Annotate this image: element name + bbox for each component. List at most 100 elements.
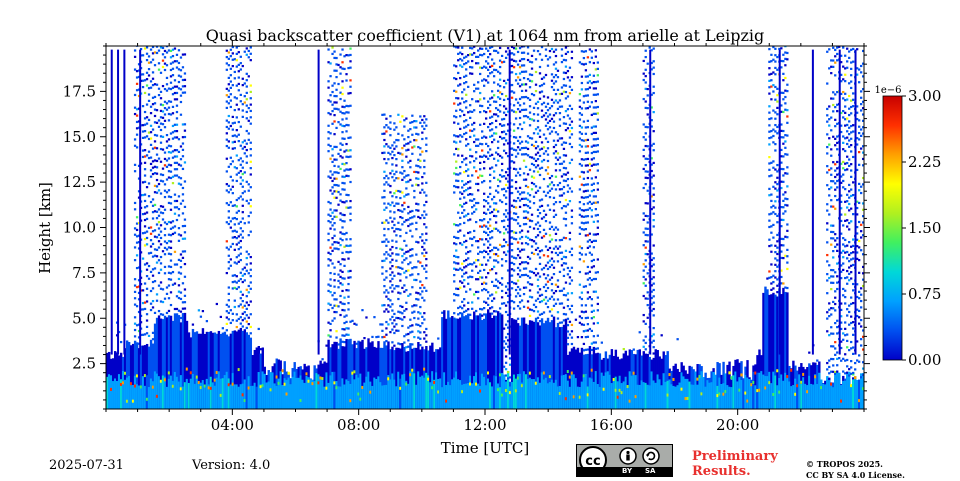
heat-cell (233, 96, 236, 99)
heat-cell (169, 176, 173, 180)
heat-cell (239, 62, 242, 65)
heat-cell (341, 124, 344, 127)
heat-cell (165, 146, 169, 149)
heat-cell (179, 145, 183, 148)
heat-cell (776, 170, 779, 173)
heat-cell (167, 246, 171, 249)
heat-cell (151, 96, 155, 99)
heat-cell (349, 212, 352, 215)
heat-cell (652, 333, 655, 336)
heat-cell (165, 241, 169, 245)
heat-cell (143, 47, 147, 50)
heat-cell (155, 293, 159, 296)
heat-cell (343, 346, 346, 409)
heat-cell (465, 383, 468, 409)
heat-cell (578, 395, 582, 399)
heat-cell (403, 252, 406, 255)
heat-cell (644, 144, 647, 148)
heat-cell (578, 61, 582, 64)
heat-cell (133, 227, 137, 230)
heat-cell (514, 47, 518, 50)
heat-cell (772, 223, 775, 227)
heat-cell (556, 260, 560, 263)
heat-cell (135, 114, 139, 117)
heat-cell (169, 375, 173, 409)
heat-cell (475, 87, 478, 90)
heat-cell (249, 262, 252, 265)
heat-cell (149, 175, 153, 178)
heat-cell (566, 336, 570, 339)
heat-cell (133, 112, 137, 116)
heat-cell (341, 327, 344, 331)
heat-cell (411, 184, 414, 187)
heat-cell (650, 182, 653, 185)
heat-cell (383, 221, 386, 224)
heat-cell (780, 66, 783, 69)
heat-cell (540, 77, 544, 80)
heat-cell (383, 132, 386, 135)
heat-cell (327, 382, 330, 409)
heat-cell (564, 84, 568, 87)
heat-cell (650, 61, 653, 65)
heat-cell (243, 399, 247, 403)
heat-cell (413, 335, 416, 339)
heat-cell (289, 384, 292, 409)
heat-cell (494, 119, 498, 122)
heat-cell (768, 48, 771, 51)
heat-cell (393, 344, 396, 347)
heat-cell (768, 130, 771, 133)
heat-cell (570, 266, 574, 269)
heat-cell (514, 231, 518, 234)
heat-cell (566, 127, 570, 130)
heat-cell (437, 379, 440, 409)
heat-cell (594, 55, 598, 58)
heat-cell (786, 248, 789, 252)
heat-cell (774, 294, 777, 409)
heat-cell (554, 80, 558, 83)
heat-cell (237, 279, 240, 282)
heat-cell (832, 224, 835, 227)
heat-cell (333, 317, 336, 320)
heat-cell (768, 124, 771, 127)
heat-cell (411, 267, 414, 270)
heat-cell (463, 279, 466, 282)
heat-cell (588, 48, 592, 51)
heat-cell (433, 380, 436, 384)
heat-cell (163, 227, 167, 230)
heat-cell (770, 206, 773, 209)
heat-cell (492, 170, 496, 173)
heat-cell (329, 132, 332, 135)
heat-cell (644, 240, 647, 243)
heat-cell (345, 327, 348, 330)
heat-cell (345, 155, 348, 158)
heat-cell (173, 307, 177, 311)
heat-cell (149, 48, 153, 51)
heat-cell (383, 138, 386, 142)
heat-cell (331, 249, 334, 252)
heat-cell (405, 244, 408, 247)
heat-cell (486, 272, 490, 275)
heat-cell (650, 195, 653, 198)
heat-cell (528, 225, 532, 229)
heat-cell (137, 75, 141, 79)
heat-cell (518, 97, 522, 101)
heat-cell (570, 209, 574, 212)
heat-cell (457, 186, 460, 189)
heat-cell (141, 333, 145, 336)
heat-cell (479, 98, 482, 101)
heat-cell (562, 84, 566, 87)
heat-cell (339, 294, 342, 298)
heat-cell (143, 212, 147, 215)
heat-cell (133, 303, 137, 306)
heat-cell (161, 104, 165, 107)
heat-cell (520, 146, 524, 150)
heat-cell (215, 302, 219, 306)
heat-cell (714, 374, 717, 409)
heat-cell (768, 168, 771, 171)
heat-cell (341, 86, 344, 89)
heat-cell (399, 209, 402, 212)
heat-cell (498, 231, 502, 234)
heat-cell (151, 274, 155, 277)
heat-cell (526, 205, 530, 208)
heat-cell (552, 88, 556, 91)
